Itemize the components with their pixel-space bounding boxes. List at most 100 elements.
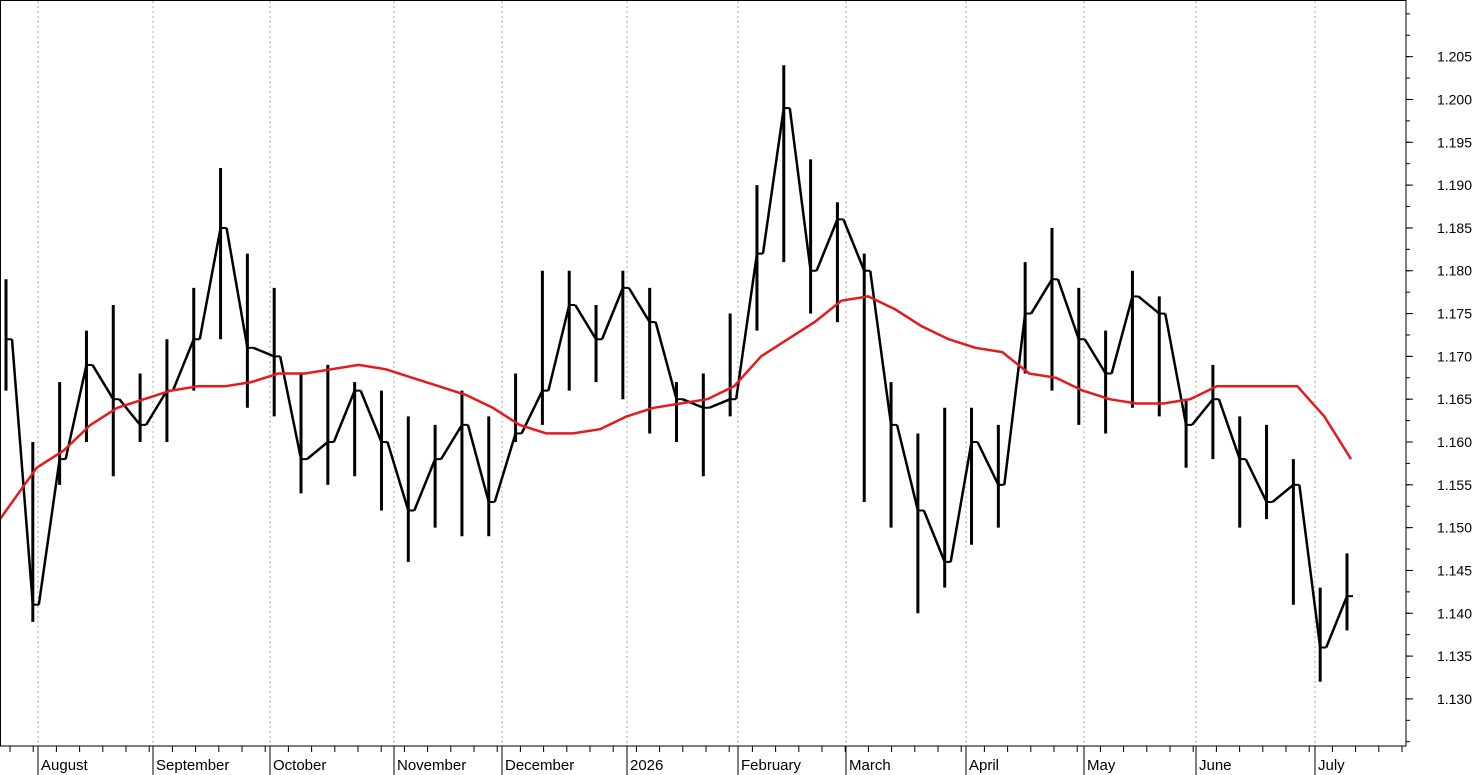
price-bar (192, 227, 222, 391)
price-path (842, 218, 866, 272)
price-bar (970, 407, 1000, 545)
price-bar (406, 416, 437, 562)
price-path (976, 441, 1000, 486)
y-tick-label: 1.180 (1437, 263, 1472, 279)
price-bar (862, 253, 893, 502)
price-bar (1291, 459, 1322, 648)
price-bar (782, 65, 812, 271)
price-bar (1211, 364, 1241, 460)
price-path (1110, 296, 1134, 374)
price-bar (1184, 398, 1214, 468)
price-path (1325, 595, 1349, 648)
price-bar (943, 407, 973, 588)
price-path (922, 510, 946, 563)
price-bar (809, 159, 839, 314)
price-bar (1050, 227, 1080, 391)
price-path (949, 441, 973, 563)
price-path (1271, 483, 1295, 503)
x-tick-label: November (397, 757, 466, 774)
y-tick-label: 1.135 (1437, 648, 1472, 664)
y-tick-label: 1.185 (1437, 220, 1472, 236)
y-tick-label: 1.155 (1437, 477, 1472, 493)
x-tick-label: February (741, 757, 802, 774)
price-path (413, 458, 437, 511)
price-bar (621, 270, 651, 400)
price-path (1191, 398, 1214, 426)
price-path (627, 287, 651, 323)
price-path (440, 424, 464, 460)
price-bar (835, 202, 866, 323)
price-bar (138, 373, 168, 443)
price-bar (1104, 296, 1134, 434)
price-bar (1345, 553, 1353, 631)
price-path (1003, 313, 1027, 485)
price-bar (1318, 587, 1349, 682)
price-path (386, 441, 410, 511)
price-bar (1023, 262, 1054, 374)
x-tick-label: October (273, 757, 326, 774)
price-path (1298, 484, 1322, 648)
price-bar (460, 390, 490, 537)
price-path (252, 346, 275, 358)
price-bar (487, 416, 517, 537)
y-tick-label: 1.160 (1437, 434, 1472, 450)
y-tick-label: 1.170 (1437, 348, 1472, 364)
price-path (91, 364, 115, 400)
price-path (1244, 458, 1268, 503)
x-tick-label: August (41, 757, 89, 774)
price-path (708, 398, 731, 409)
moving-average-line (0, 295, 1353, 520)
y-tick-label: 1.145 (1437, 562, 1472, 578)
price-path (788, 107, 812, 271)
price-bar (540, 270, 571, 425)
plot-frame (0, 0, 1407, 747)
price-path (332, 390, 356, 443)
price-bar (755, 107, 786, 331)
price-path (547, 304, 571, 391)
price-bar (84, 330, 115, 443)
price-path (145, 389, 168, 426)
price-path (734, 253, 759, 400)
price-bar (433, 424, 464, 528)
price-path (466, 424, 490, 503)
price-bar (219, 167, 249, 349)
price-path (359, 390, 383, 443)
price-path (1030, 278, 1054, 315)
price-bar (1238, 416, 1268, 528)
price-bar (58, 364, 88, 485)
x-tick-label: September (156, 757, 229, 774)
y-tick-label: 1.140 (1437, 605, 1472, 621)
price-path (1083, 338, 1107, 375)
price-path (654, 321, 678, 400)
price-bar (1265, 424, 1295, 520)
y-tick-label: 1.130 (1437, 691, 1472, 707)
price-path (118, 398, 142, 426)
price-bar (299, 373, 329, 494)
price-bar (1077, 287, 1107, 425)
y-tick-label: 1.150 (1437, 520, 1472, 536)
price-path (682, 398, 704, 409)
price-path (895, 424, 920, 511)
price-path (1164, 313, 1188, 426)
price-bar (326, 364, 356, 485)
price-path (10, 339, 35, 605)
price-bar (4, 279, 35, 605)
price-path (493, 433, 517, 503)
price-path (1137, 295, 1161, 315)
price-bar (675, 382, 704, 443)
price-bar (1130, 270, 1161, 408)
price-path (64, 364, 88, 460)
x-tick-label: March (849, 757, 891, 774)
price-bar (594, 287, 625, 383)
x-tick-label: July (1318, 757, 1345, 774)
price-bar (567, 270, 598, 391)
price-bar (701, 373, 731, 477)
price-bar (996, 313, 1027, 528)
price-path (1217, 398, 1241, 460)
price-path (171, 338, 195, 392)
y-tick-label: 1.175 (1437, 306, 1472, 322)
y-tick-label: 1.200 (1437, 91, 1472, 107)
x-tick-label: May (1087, 757, 1116, 774)
price-path (198, 227, 222, 340)
